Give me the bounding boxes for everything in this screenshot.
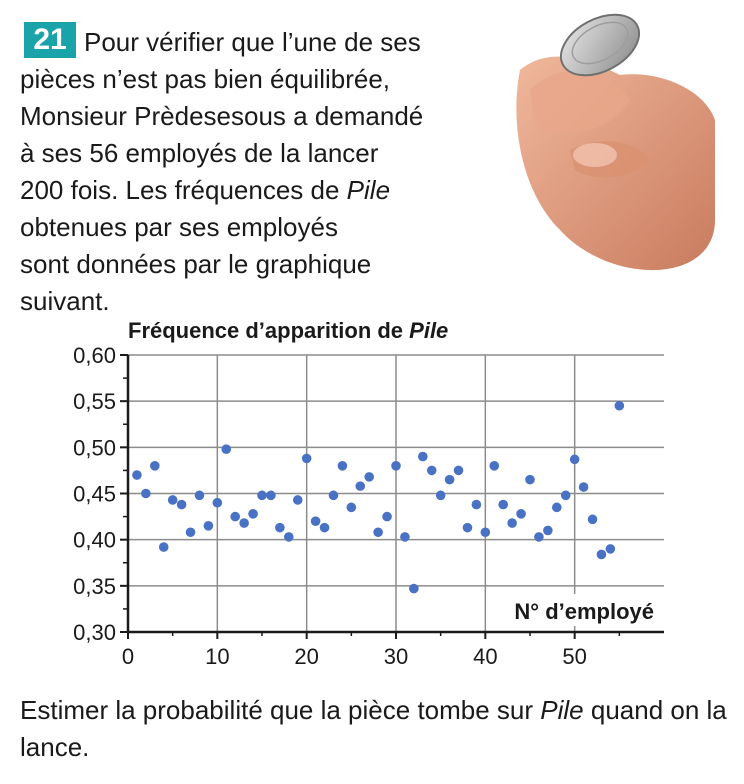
data-point xyxy=(444,474,455,485)
data-point xyxy=(364,472,375,482)
data-point xyxy=(284,532,294,542)
question-text-end: quand on la lance. xyxy=(20,695,727,762)
data-point xyxy=(409,583,419,594)
statement-line: Pour vérifier que l’une de ses xyxy=(84,27,421,57)
data-point xyxy=(337,461,348,471)
data-point xyxy=(587,514,598,525)
statement-line: obtenues par ses employés xyxy=(20,212,338,242)
x-tick-label: 40 xyxy=(473,644,497,669)
x-tick-label: 0 xyxy=(122,644,134,669)
data-point xyxy=(221,444,232,454)
x-tick-label: 30 xyxy=(384,644,408,669)
chart-title-text: Fréquence d’apparition de xyxy=(128,318,410,343)
y-tick-label: 0,40 xyxy=(73,528,116,553)
data-point xyxy=(453,465,464,476)
data-point xyxy=(185,527,196,538)
x-axis-label: N° d’employé xyxy=(514,599,654,624)
statement-line: Monsieur Prèdesesous a demandé xyxy=(20,101,424,131)
data-point xyxy=(578,482,589,492)
data-point xyxy=(543,525,553,536)
data-point xyxy=(596,549,607,560)
data-point xyxy=(292,495,303,505)
data-point xyxy=(346,502,357,513)
data-point xyxy=(552,502,562,513)
data-point xyxy=(498,499,509,510)
y-tick-label: 0,30 xyxy=(73,620,116,645)
data-point xyxy=(614,400,625,411)
data-point xyxy=(534,532,544,542)
x-tick-label: 10 xyxy=(205,644,229,669)
data-point xyxy=(132,470,142,480)
data-point xyxy=(275,522,285,533)
data-point xyxy=(382,511,392,522)
data-point xyxy=(400,532,410,542)
data-point xyxy=(301,453,312,464)
y-tick-label: 0,50 xyxy=(73,435,116,460)
data-point xyxy=(310,516,321,526)
data-point xyxy=(480,527,491,538)
data-point xyxy=(471,499,482,510)
x-tick-label: 20 xyxy=(294,644,318,669)
data-point xyxy=(516,509,526,519)
data-point xyxy=(355,481,366,491)
data-point xyxy=(203,521,214,531)
question-italic-word: Pile xyxy=(540,695,584,725)
x-tick-label: 50 xyxy=(562,644,586,669)
statement-line: pièces n’est pas bien équilibrée, xyxy=(20,64,391,94)
y-tick-label: 0,45 xyxy=(73,482,116,507)
data-point xyxy=(150,461,160,471)
data-point xyxy=(239,518,249,528)
y-tick-label: 0,55 xyxy=(73,389,116,414)
data-point xyxy=(266,490,276,501)
statement-line: 200 fois. Les fréquences de Pile xyxy=(20,172,500,209)
y-tick-label: 0,35 xyxy=(73,574,116,599)
data-point xyxy=(230,511,240,522)
chart-title-italic: Pile xyxy=(409,318,449,343)
data-point xyxy=(426,465,437,476)
data-point xyxy=(560,490,571,501)
statement-line: à ses 56 employés de la lancer xyxy=(20,138,379,168)
data-point xyxy=(141,488,151,499)
data-point xyxy=(462,522,473,533)
data-point xyxy=(328,490,339,501)
data-point xyxy=(167,495,178,505)
statement-line: sont données par le graphique xyxy=(20,249,372,279)
data-point xyxy=(391,461,401,471)
scatter-chart: 0 10 20 30 40 50 0,30 0,35 0,40 0,45 0,50 0,55 0,60 N… xyxy=(73,343,664,669)
data-point xyxy=(435,490,446,501)
data-point xyxy=(569,454,580,465)
data-point xyxy=(319,522,330,533)
data-point xyxy=(373,527,383,538)
data-point xyxy=(418,451,428,462)
data-point xyxy=(525,474,535,485)
chart-title: Fréquence d’apparition de Pile xyxy=(128,318,448,344)
data-point xyxy=(507,518,517,528)
hand-holding-coin-icon xyxy=(516,13,715,271)
question-text: Estimer la probabilité que la pièce tomb… xyxy=(20,695,541,725)
data-point xyxy=(248,509,258,519)
data-point xyxy=(176,499,187,510)
data-point xyxy=(257,490,267,501)
exercise-statement: Pour vérifier que l’une de ses pièces n’… xyxy=(20,24,500,320)
statement-text: 200 fois. Les fréquences de xyxy=(20,175,347,205)
data-point xyxy=(194,490,205,501)
data-point xyxy=(605,544,616,554)
exercise-question: Estimer la probabilité que la pièce tomb… xyxy=(20,692,730,766)
data-point xyxy=(212,497,223,508)
x-axis-label-background xyxy=(494,594,660,626)
data-point xyxy=(489,461,500,471)
statement-italic-word: Pile xyxy=(346,175,391,205)
statement-line: suivant. xyxy=(20,286,110,316)
exercise-number-badge: 21 xyxy=(24,22,76,58)
data-point xyxy=(158,542,169,552)
y-tick-label: 0,60 xyxy=(73,343,116,368)
